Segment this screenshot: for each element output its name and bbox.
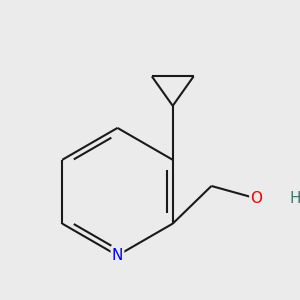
Text: O: O: [250, 191, 262, 206]
Text: H: H: [290, 191, 300, 206]
Text: N: N: [112, 248, 123, 263]
